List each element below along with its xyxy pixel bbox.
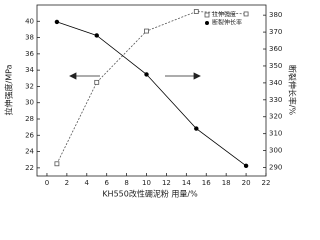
y2-tick-label: 330 [269, 96, 282, 104]
x-tick-label: 14 [182, 179, 191, 187]
marker [144, 72, 149, 77]
legend-label: 断裂伸长率 [212, 19, 242, 27]
y2-tick-label: 360 [269, 45, 282, 53]
y-axis-title: 拉伸强度/MPa [4, 64, 14, 115]
y-tick-label: 24 [25, 148, 34, 156]
marker [54, 161, 60, 167]
y2-tick-label: 290 [269, 164, 282, 172]
x-tick-label: 0 [45, 179, 49, 187]
x-tick-label: 4 [85, 179, 90, 187]
x-tick-label: 22 [262, 179, 271, 187]
y-tick-label: 30 [25, 99, 34, 107]
y-tick-label: 40 [25, 17, 34, 25]
x-tick-label: 6 [104, 179, 109, 187]
marker [94, 33, 99, 38]
marker [243, 11, 249, 17]
legend-marker [204, 12, 210, 18]
y2-tick-label: 340 [269, 79, 282, 87]
marker [94, 79, 100, 85]
y2-axis-title: 断裂伸长率/% [288, 65, 298, 116]
arrow-right-head [193, 72, 201, 80]
x-tick-label: 12 [162, 179, 171, 187]
y2-tick-label: 370 [269, 28, 282, 36]
arrows [69, 72, 201, 80]
y2-tick-label: 320 [269, 113, 282, 121]
marker [193, 9, 199, 14]
x-tick-label: 2 [65, 179, 69, 187]
x-axis-title: KH550改性硼泥粉 用量/% [102, 189, 198, 199]
plot-frame [36, 4, 267, 177]
marker [54, 19, 60, 25]
marker [194, 126, 199, 131]
marker [144, 28, 149, 34]
x-tick-label: 18 [222, 179, 231, 187]
y2-tick-label: 350 [269, 62, 282, 70]
marker [243, 163, 249, 169]
y-tick-label: 26 [25, 131, 34, 139]
y2-tick-label: 300 [269, 147, 282, 155]
x-tick-label: 16 [202, 179, 211, 187]
y-tick-label: 36 [25, 50, 34, 58]
x-tick-label: 20 [242, 179, 251, 187]
x-tick-label: 10 [142, 179, 151, 187]
y2-tick-label: 380 [269, 11, 282, 19]
chart: KH550改性硼泥粉 用量/% 拉伸强度/MPa 断裂伸长率/% 0 2 4 6 8 10… [4, 4, 298, 199]
series-line [56, 21, 247, 167]
series-line [56, 11, 247, 164]
arrow-left-head [69, 72, 77, 80]
y-tick-label: 32 [25, 82, 34, 90]
y-tick-label: 38 [25, 34, 34, 42]
legend-marker [205, 21, 209, 25]
y-tick-label: 28 [25, 115, 34, 123]
legend-label: 拉伸强度 [212, 11, 236, 19]
x-tick-label: 8 [124, 179, 128, 187]
y-tick-label: 22 [25, 164, 34, 172]
y2-tick-label: 310 [269, 130, 282, 138]
y-tick-label: 34 [25, 66, 34, 74]
